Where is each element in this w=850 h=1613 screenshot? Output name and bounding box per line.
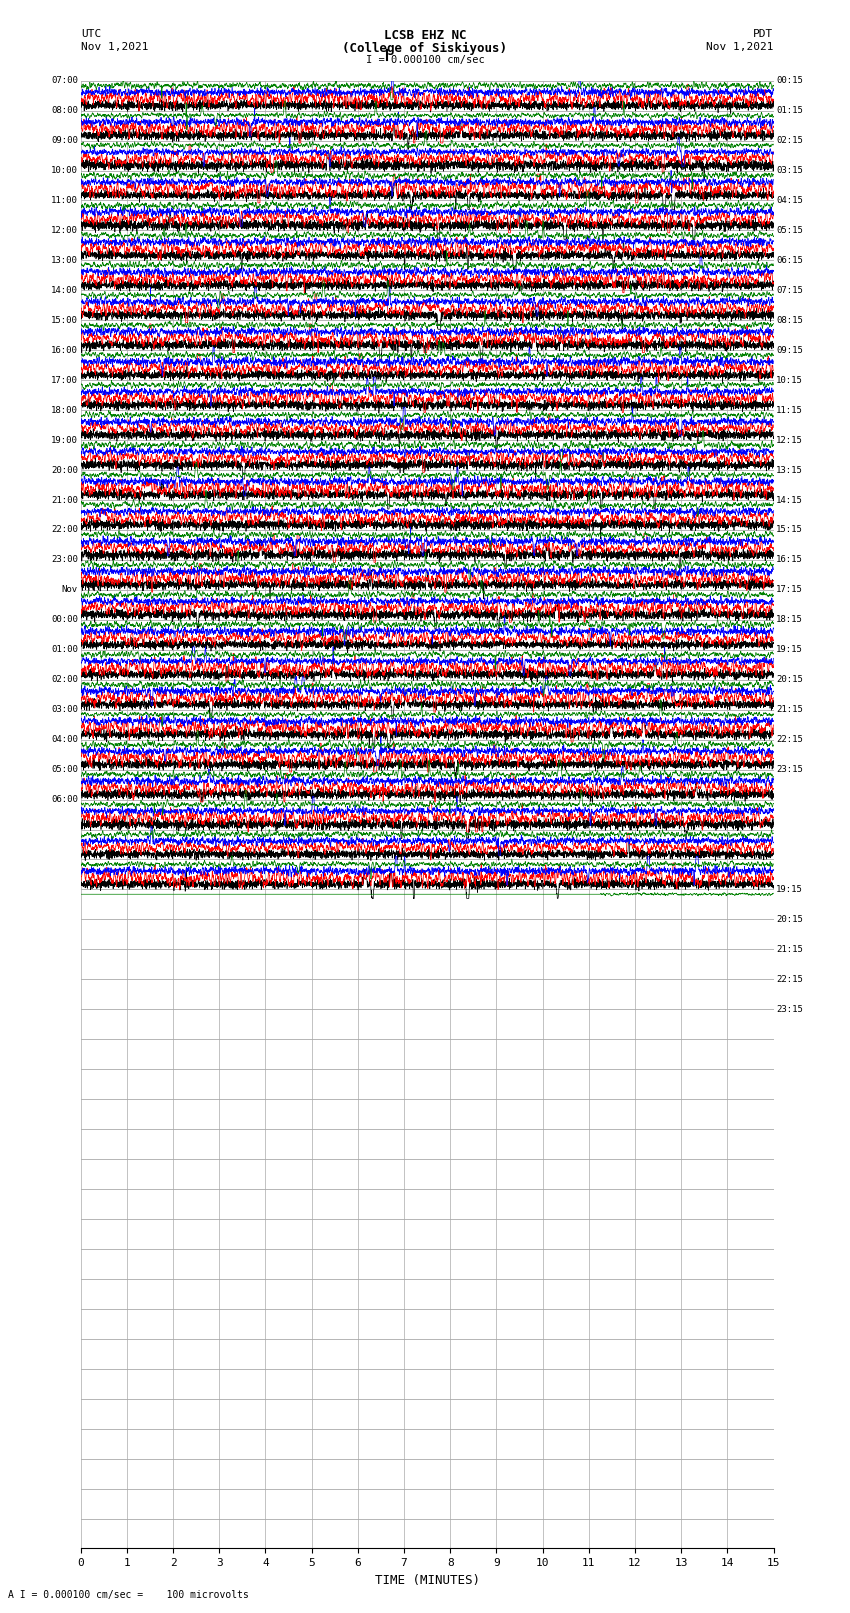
- Text: 00:00: 00:00: [51, 615, 78, 624]
- Text: 05:15: 05:15: [776, 226, 803, 235]
- Text: Nov: Nov: [62, 586, 78, 595]
- Text: 09:00: 09:00: [51, 135, 78, 145]
- Text: (College of Siskiyous): (College of Siskiyous): [343, 42, 507, 55]
- Text: Nov 1,2021: Nov 1,2021: [81, 42, 148, 52]
- Text: 03:00: 03:00: [51, 705, 78, 715]
- Text: 18:00: 18:00: [51, 405, 78, 415]
- Text: 19:15: 19:15: [776, 645, 803, 655]
- Text: 19:00: 19:00: [51, 436, 78, 445]
- Text: 17:15: 17:15: [776, 586, 803, 595]
- Text: 15:00: 15:00: [51, 316, 78, 324]
- Text: 01:00: 01:00: [51, 645, 78, 655]
- Text: 07:15: 07:15: [776, 286, 803, 295]
- Text: 12:15: 12:15: [776, 436, 803, 445]
- Text: 13:15: 13:15: [776, 466, 803, 474]
- Text: 11:15: 11:15: [776, 405, 803, 415]
- Text: 07:00: 07:00: [51, 76, 78, 85]
- Text: 06:15: 06:15: [776, 256, 803, 265]
- Text: I = 0.000100 cm/sec: I = 0.000100 cm/sec: [366, 55, 484, 65]
- Text: 18:15: 18:15: [776, 615, 803, 624]
- Text: 04:00: 04:00: [51, 736, 78, 744]
- Text: PDT: PDT: [753, 29, 774, 39]
- Text: 01:15: 01:15: [776, 106, 803, 115]
- Text: 16:15: 16:15: [776, 555, 803, 565]
- Text: 03:15: 03:15: [776, 166, 803, 176]
- Text: A I = 0.000100 cm/sec =    100 microvolts: A I = 0.000100 cm/sec = 100 microvolts: [8, 1590, 249, 1600]
- Text: 22:00: 22:00: [51, 526, 78, 534]
- Text: 08:00: 08:00: [51, 106, 78, 115]
- Text: 06:00: 06:00: [51, 795, 78, 805]
- Text: 02:00: 02:00: [51, 676, 78, 684]
- Text: 11:00: 11:00: [51, 195, 78, 205]
- Text: 23:15: 23:15: [776, 1005, 803, 1015]
- Text: 20:00: 20:00: [51, 466, 78, 474]
- Text: 05:00: 05:00: [51, 765, 78, 774]
- Text: 21:15: 21:15: [776, 705, 803, 715]
- Text: 20:15: 20:15: [776, 676, 803, 684]
- Text: 10:00: 10:00: [51, 166, 78, 176]
- Text: 16:00: 16:00: [51, 345, 78, 355]
- Text: 14:15: 14:15: [776, 495, 803, 505]
- Text: 21:15: 21:15: [776, 945, 803, 953]
- Text: 22:15: 22:15: [776, 736, 803, 744]
- Text: 04:15: 04:15: [776, 195, 803, 205]
- Text: 23:00: 23:00: [51, 555, 78, 565]
- Text: 15:15: 15:15: [776, 526, 803, 534]
- Text: 23:15: 23:15: [776, 765, 803, 774]
- Text: Nov 1,2021: Nov 1,2021: [706, 42, 774, 52]
- Text: UTC: UTC: [81, 29, 101, 39]
- Text: 19:15: 19:15: [776, 886, 803, 894]
- Text: LCSB EHZ NC: LCSB EHZ NC: [383, 29, 467, 42]
- Text: 13:00: 13:00: [51, 256, 78, 265]
- Text: 08:15: 08:15: [776, 316, 803, 324]
- X-axis label: TIME (MINUTES): TIME (MINUTES): [375, 1574, 479, 1587]
- Text: 22:15: 22:15: [776, 974, 803, 984]
- Text: 12:00: 12:00: [51, 226, 78, 235]
- Text: 20:15: 20:15: [776, 915, 803, 924]
- Text: 17:00: 17:00: [51, 376, 78, 386]
- Text: 02:15: 02:15: [776, 135, 803, 145]
- Text: 09:15: 09:15: [776, 345, 803, 355]
- Text: 10:15: 10:15: [776, 376, 803, 386]
- Text: 00:15: 00:15: [776, 76, 803, 85]
- Text: 21:00: 21:00: [51, 495, 78, 505]
- Text: 14:00: 14:00: [51, 286, 78, 295]
